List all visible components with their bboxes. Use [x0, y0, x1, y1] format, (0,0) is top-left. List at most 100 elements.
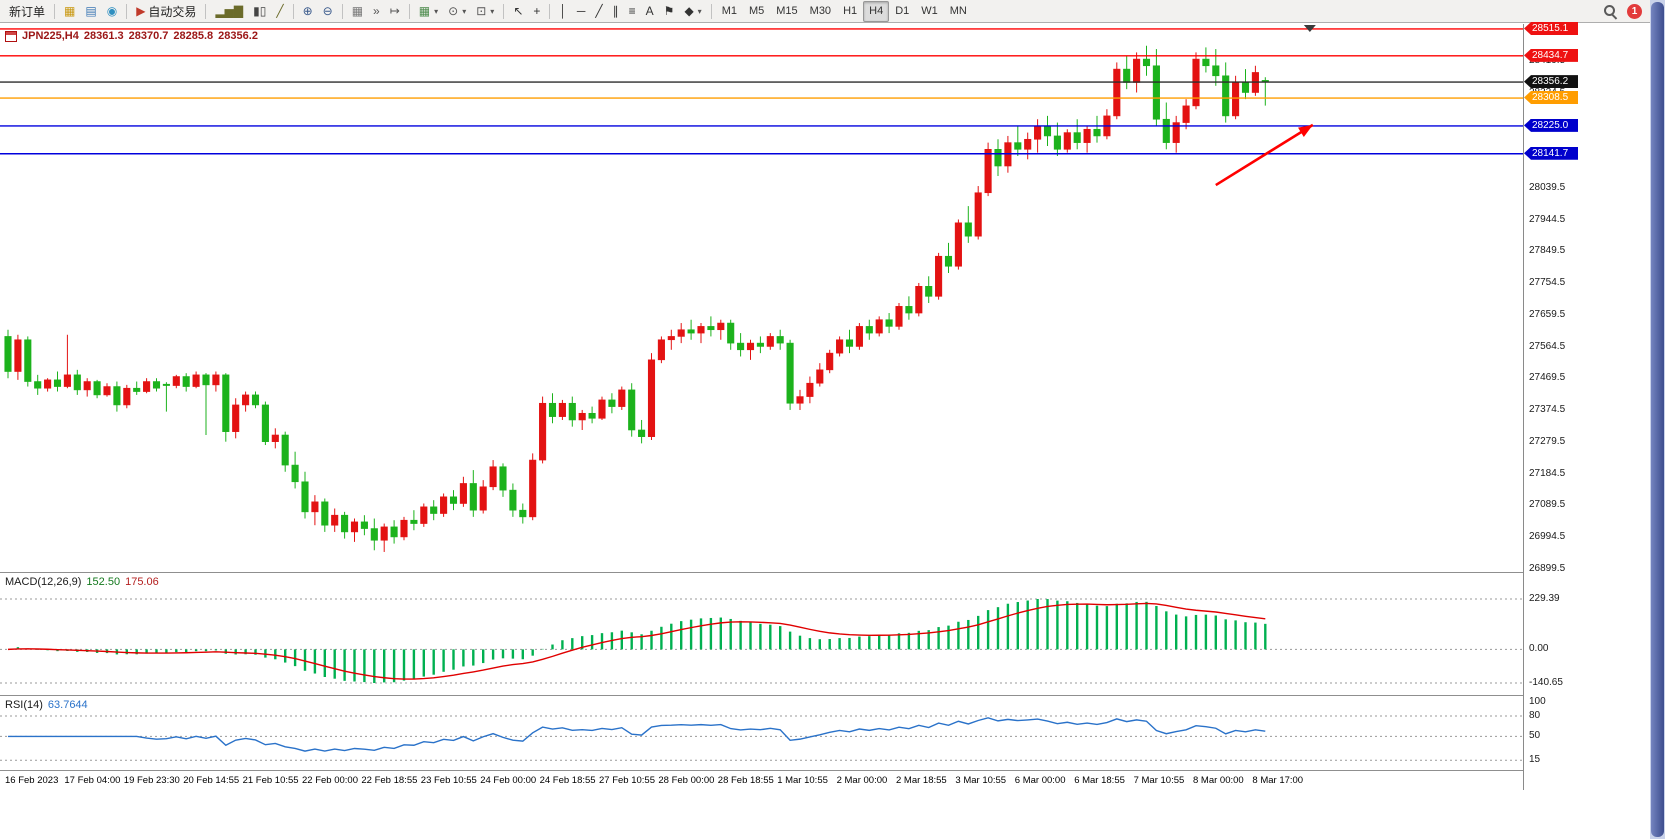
candlestick-chart-icon: ▮▯: [253, 4, 267, 18]
price-axis-label: 27184.5: [1529, 467, 1566, 479]
line-chart-button[interactable]: ╱: [271, 1, 288, 22]
text-label-button[interactable]: ⚑: [659, 1, 680, 22]
auto-scroll-button[interactable]: »: [368, 1, 385, 22]
periods-button[interactable]: ⊙ ▾: [443, 1, 471, 22]
toolbar-group-trade: 新订单: [4, 1, 50, 22]
time-axis-label: 23 Feb 10:55: [420, 775, 477, 786]
tile-windows-button[interactable]: ▦: [347, 1, 368, 22]
tile-windows-icon: ▦: [351, 4, 364, 18]
bar-chart-icon: ▂▅▇: [215, 4, 244, 18]
price-axis-label: 27659.5: [1529, 308, 1566, 320]
crosshair-button[interactable]: +: [528, 1, 545, 22]
price-axis-label: 27754.5: [1529, 277, 1566, 289]
candlestick-series: [4, 45, 1269, 552]
toolbar-group-pointer: ↖ +: [508, 1, 545, 22]
toolbar-group-timeframes: M1 M5 M15 M30 H1 H4 D1 W1 MN: [716, 0, 973, 22]
shapes-button[interactable]: ◆ ▾: [679, 1, 706, 22]
fibonacci-icon: ≡: [628, 4, 636, 18]
rsi-line: [8, 717, 1266, 752]
cursor-button[interactable]: ↖: [508, 1, 528, 22]
price-badge-28225.0: 28225.0: [1524, 118, 1578, 132]
price-axis-label: 27279.5: [1529, 435, 1566, 447]
timeframe-m5-button[interactable]: M5: [743, 1, 770, 22]
price-axis-label: 27469.5: [1529, 372, 1566, 384]
price-axis-label: 26899.5: [1529, 562, 1566, 574]
notification-badge[interactable]: 1: [1627, 3, 1642, 19]
new-chart-button[interactable]: ▦ ▾: [414, 1, 443, 22]
toolbar-separator: [341, 3, 343, 19]
vertical-line-button[interactable]: │: [554, 1, 572, 22]
time-axis-label: 27 Feb 10:55: [599, 775, 655, 786]
toolbar-separator: [126, 3, 128, 19]
zoom-in-button[interactable]: ⊕: [298, 1, 318, 22]
timeframe-h4-label: H4: [869, 5, 884, 17]
chart-shift-marker-icon: [1303, 25, 1316, 32]
rsi-axis-label: 100: [1529, 696, 1546, 708]
market-watch-icon: ▦: [64, 4, 76, 18]
navigator-button[interactable]: ◉: [102, 1, 122, 22]
search-icon[interactable]: [1603, 4, 1618, 20]
timeframe-w1-button[interactable]: W1: [915, 1, 944, 22]
timeframe-m30-button[interactable]: M30: [804, 1, 837, 22]
horizontal-line-button[interactable]: ─: [572, 1, 591, 22]
time-axis-label: 20 Feb 14:55: [183, 775, 240, 786]
trend-arrow-annotation[interactable]: [1215, 123, 1314, 187]
templates-button[interactable]: ⊡ ▾: [471, 1, 499, 22]
timeframe-m15-button[interactable]: M15: [770, 1, 803, 22]
fibonacci-button[interactable]: ≡: [624, 1, 641, 22]
periods-dropdown-icon: ▾: [462, 6, 467, 16]
price-axis[interactable]: 28514.528419.528324.528229.528134.528039…: [1523, 21, 1650, 790]
new-order-button[interactable]: 新订单: [4, 1, 50, 22]
time-axis-label: 17 Feb 04:00: [64, 775, 121, 786]
rsi-axis-label: 50: [1529, 730, 1541, 742]
price-axis-label: 27849.5: [1529, 245, 1566, 257]
time-axis[interactable]: 16 Feb 2023 17 Feb 04:00 19 Feb 23:30 20 Fe…: [0, 771, 1523, 793]
time-axis-label: 2 Mar 18:55: [896, 775, 947, 786]
time-axis-label: 19 Feb 23:30: [123, 775, 180, 786]
timeframe-mn-button[interactable]: MN: [944, 1, 973, 22]
auto-trading-button[interactable]: ▶ 自动交易: [131, 1, 201, 22]
timeframe-d1-button[interactable]: D1: [889, 1, 915, 22]
chart-shift-button[interactable]: ↦: [385, 1, 405, 22]
cursor-icon: ↖: [513, 4, 524, 18]
scrollbar-thumb[interactable]: [1651, 2, 1664, 837]
panel-separator-rsi[interactable]: [0, 695, 1650, 696]
macd-axis-label: -140.65: [1529, 677, 1563, 688]
timeframe-m1-button[interactable]: M1: [716, 1, 743, 22]
toolbar-separator: [205, 3, 207, 19]
new-chart-icon: ▦: [418, 4, 431, 18]
macd-canvas[interactable]: [0, 573, 1523, 695]
panel-separator-time[interactable]: [0, 770, 1650, 771]
candlestick-chart-button[interactable]: ▮▯: [248, 1, 271, 22]
macd-axis-label: 229.39: [1529, 593, 1560, 604]
price-chart-canvas[interactable]: [0, 24, 1523, 572]
new-chart-dropdown-icon: ▾: [434, 6, 439, 16]
rsi-axis-label: 80: [1529, 710, 1541, 721]
time-axis-label: 24 Feb 18:55: [539, 775, 596, 786]
market-watch-button[interactable]: ▦: [59, 1, 80, 22]
timeframe-h4-button[interactable]: H4: [863, 0, 890, 22]
auto-trading-icon: ▶: [136, 4, 146, 18]
rsi-canvas[interactable]: [0, 696, 1523, 770]
time-axis-label: 22 Feb 18:55: [361, 775, 418, 786]
time-axis-label: 22 Feb 00:00: [302, 775, 358, 786]
bar-chart-button[interactable]: ▂▅▇: [210, 1, 248, 22]
price-axis-label: 27374.5: [1529, 404, 1566, 416]
timeframe-m30-label: M30: [809, 5, 832, 17]
zoom-out-button[interactable]: ⊖: [318, 1, 338, 22]
panel-separator-macd[interactable]: [0, 572, 1650, 573]
price-axis-label: 27944.5: [1529, 213, 1566, 225]
toolbar-group-objects: ▦ ▾ ⊙ ▾ ⊡ ▾: [414, 1, 500, 22]
data-window-button[interactable]: ▤: [80, 1, 101, 22]
channel-button[interactable]: ∥: [608, 1, 624, 22]
toolbar-separator: [710, 3, 712, 19]
price-chart-panel: JPN225,H4 28361.3 28370.7 28285.8 28356.…: [0, 24, 1523, 572]
channel-icon: ∥: [612, 4, 619, 18]
text-button[interactable]: A: [641, 1, 659, 22]
trendline-button[interactable]: ╱: [590, 1, 607, 22]
text-icon: A: [645, 4, 654, 18]
price-badge-28141.7: 28141.7: [1524, 146, 1578, 160]
vertical-scrollbar[interactable]: [1650, 0, 1665, 839]
timeframe-h1-button[interactable]: H1: [837, 1, 863, 22]
